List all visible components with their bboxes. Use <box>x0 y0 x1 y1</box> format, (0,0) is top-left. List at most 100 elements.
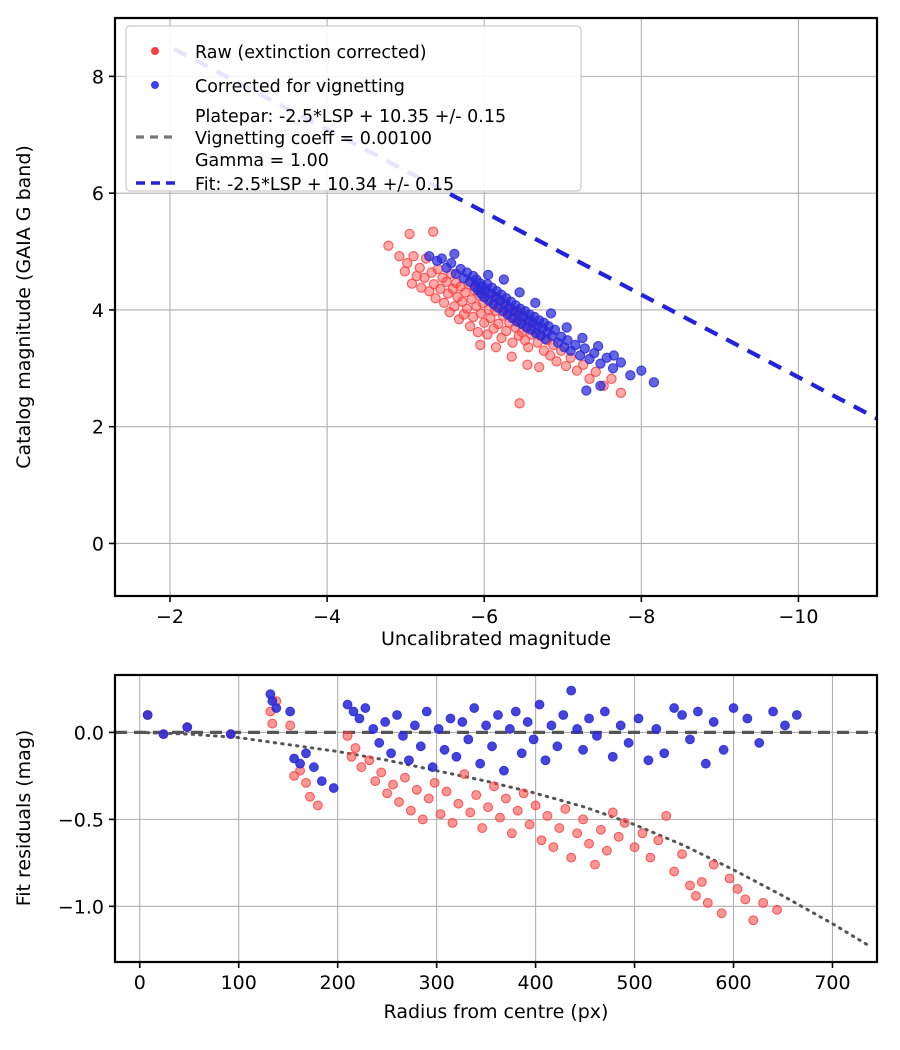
residual-point <box>182 722 193 733</box>
residual-point <box>536 835 547 846</box>
data-point <box>545 308 557 319</box>
data-point <box>424 251 435 262</box>
residual-point <box>651 724 662 734</box>
residual-point <box>584 713 594 724</box>
data-point <box>551 356 562 367</box>
residual-point <box>368 724 379 734</box>
data-point <box>606 373 617 384</box>
residual-point <box>285 706 296 717</box>
residual-point <box>677 849 687 860</box>
residual-point <box>524 819 535 830</box>
residual-point <box>584 838 594 849</box>
data-point <box>579 343 590 354</box>
data-point <box>404 228 415 240</box>
residual-point <box>495 812 505 823</box>
residual-point <box>708 717 719 727</box>
residual-point <box>312 800 323 811</box>
data-point <box>414 262 425 274</box>
residual-point <box>661 810 672 821</box>
data-point <box>608 350 619 361</box>
residual-point <box>285 720 296 731</box>
data-point <box>394 251 405 262</box>
residual-point <box>475 758 486 769</box>
bottom-xtick-label: 0 <box>134 972 146 994</box>
residual-point <box>465 807 476 818</box>
residual-point <box>380 717 391 727</box>
residual-point <box>457 717 468 727</box>
bottom-ytick-label: −0.5 <box>58 809 104 831</box>
residual-point <box>590 859 600 870</box>
top-ytick-label: 4 <box>92 300 104 322</box>
residual-point <box>637 828 648 839</box>
residual-point <box>445 713 456 724</box>
residual-point <box>447 817 458 828</box>
top-ytick-label: 8 <box>92 66 104 88</box>
residual-point <box>469 703 480 713</box>
data-point <box>482 269 494 281</box>
legend-label-corrected: Corrected for vignetting <box>195 77 405 97</box>
residual-point <box>350 743 361 753</box>
residual-point <box>696 877 707 887</box>
top-scatter-points <box>383 226 660 409</box>
top-xtick-label: −8 <box>627 606 655 628</box>
residual-point <box>677 710 687 720</box>
bottom-xtick-label: 300 <box>418 972 454 994</box>
residual-point <box>558 710 569 720</box>
bottom-xtick-label: 700 <box>814 972 850 994</box>
residual-point <box>506 828 517 839</box>
residual-point <box>596 824 606 835</box>
data-point <box>438 297 450 309</box>
residual-point <box>516 748 527 759</box>
legend-label-raw: Raw (extinction corrected) <box>195 43 427 63</box>
residual-point <box>225 729 236 740</box>
data-point <box>449 248 460 260</box>
data-point <box>577 332 588 344</box>
residual-point <box>483 802 493 813</box>
residual-point <box>748 915 759 926</box>
data-point <box>592 340 604 352</box>
residual-point <box>623 737 634 748</box>
data-point <box>561 322 572 333</box>
bottom-xtick-label: 600 <box>715 972 751 994</box>
residual-point <box>348 706 359 717</box>
residual-point <box>267 718 278 729</box>
data-point <box>615 357 627 368</box>
residual-point <box>427 762 438 773</box>
bottom-yaxis-label: Fit residuals (mag) <box>13 730 35 907</box>
data-point <box>595 380 606 391</box>
residual-point <box>728 703 739 713</box>
data-point <box>578 359 589 370</box>
data-point <box>590 366 601 377</box>
residual-point <box>645 852 656 863</box>
residual-point <box>295 758 305 769</box>
residual-point <box>374 737 385 748</box>
residual-point <box>376 767 387 778</box>
data-point <box>570 339 581 351</box>
top-xtick-label: −6 <box>470 606 498 628</box>
data-point <box>534 361 545 373</box>
data-point <box>485 312 496 324</box>
residual-point <box>487 741 497 752</box>
residual-point <box>669 866 680 877</box>
data-point <box>461 303 473 314</box>
residual-point <box>370 776 381 786</box>
residual-point <box>599 706 610 717</box>
residual-point <box>742 713 753 724</box>
data-point <box>636 365 647 376</box>
residual-point <box>388 779 398 790</box>
residual-point <box>354 713 365 724</box>
residual-point <box>512 805 523 816</box>
residual-point <box>501 793 511 804</box>
residual-point <box>364 755 375 766</box>
residual-point <box>685 734 695 745</box>
bottom-gridlines <box>115 675 877 962</box>
data-point <box>574 350 586 361</box>
residual-point <box>489 781 499 792</box>
bottom-xtick-label: 500 <box>616 972 652 994</box>
residual-point <box>613 831 624 842</box>
bottom-vignetting-curve <box>115 730 877 947</box>
data-point <box>523 342 534 353</box>
residual-point <box>409 720 420 731</box>
data-point <box>436 253 447 264</box>
